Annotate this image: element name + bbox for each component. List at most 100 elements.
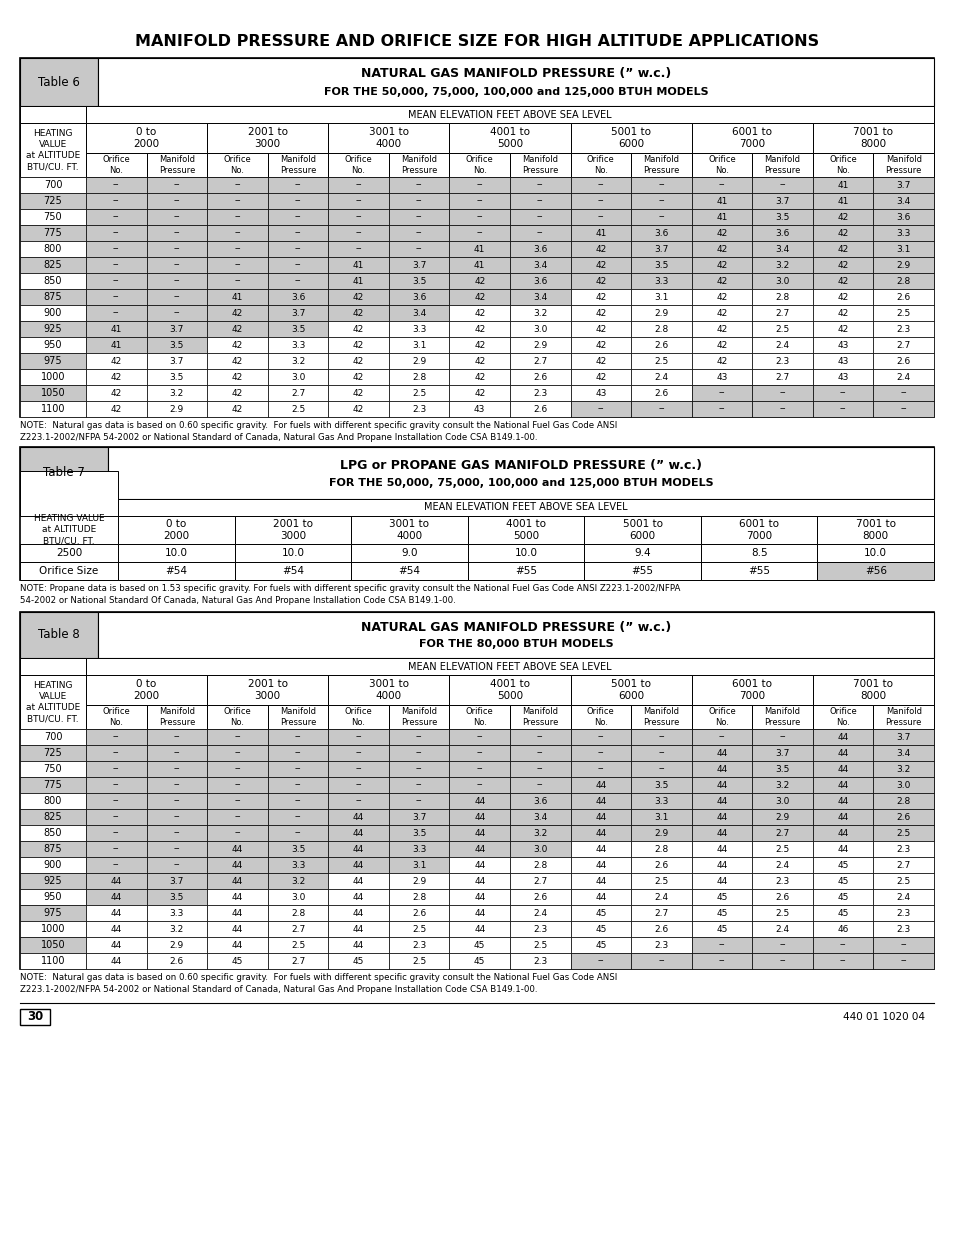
Bar [328, 401, 389, 418]
Text: 3.2: 3.2 [291, 876, 305, 886]
Bar [752, 273, 812, 289]
Bar [631, 401, 691, 418]
Bar [449, 123, 570, 152]
Bar [873, 401, 933, 418]
Text: --: -- [294, 764, 301, 773]
Text: NOTE: Propane data is based on 1.53 specific gravity. For fuels with different s: NOTE: Propane data is based on 1.53 spec… [20, 584, 679, 605]
Text: 42: 42 [837, 325, 848, 333]
Text: 2.4: 2.4 [654, 373, 668, 382]
Bar [449, 273, 510, 289]
Bar [268, 793, 328, 809]
Text: --: -- [355, 764, 361, 773]
Bar [328, 841, 389, 857]
Text: 42: 42 [595, 373, 606, 382]
Bar [268, 761, 328, 777]
Bar [147, 353, 207, 369]
Text: --: -- [173, 244, 180, 254]
Text: 2.7: 2.7 [896, 861, 910, 870]
Bar [207, 729, 268, 745]
Text: 925: 925 [44, 876, 62, 886]
Bar [873, 273, 933, 289]
Text: 3.6: 3.6 [291, 292, 305, 301]
Bar [691, 873, 752, 890]
Text: 2.6: 2.6 [654, 924, 668, 933]
Text: --: -- [173, 197, 180, 206]
Bar [328, 873, 389, 890]
Text: --: -- [112, 748, 119, 757]
Text: --: -- [294, 260, 301, 270]
Text: 3.4: 3.4 [533, 260, 547, 270]
Bar [631, 177, 691, 193]
Bar [510, 705, 570, 729]
Bar [873, 793, 933, 809]
Bar [98, 58, 933, 107]
Bar [583, 563, 700, 580]
Bar [328, 385, 389, 401]
Bar [389, 777, 449, 793]
Text: 1100: 1100 [41, 404, 65, 414]
Bar [98, 612, 933, 658]
Text: --: -- [112, 244, 119, 254]
Text: Manifold
Pressure: Manifold Pressure [400, 155, 436, 175]
Bar [86, 953, 147, 969]
Bar [207, 242, 268, 256]
Bar [631, 321, 691, 337]
Bar [86, 337, 147, 353]
Bar [147, 177, 207, 193]
Bar [389, 904, 449, 921]
Bar [20, 209, 86, 225]
Bar [873, 745, 933, 761]
Text: 0 to
2000: 0 to 2000 [133, 679, 159, 701]
Text: --: -- [537, 781, 543, 789]
Bar [328, 705, 389, 729]
Bar [570, 705, 631, 729]
Text: LPG or PROPANE GAS MANIFOLD PRESSURE (” w.c.): LPG or PROPANE GAS MANIFOLD PRESSURE (” … [339, 458, 701, 472]
Bar [691, 321, 752, 337]
Bar [207, 921, 268, 937]
Bar [86, 289, 147, 305]
Bar [20, 777, 86, 793]
Text: 2.5: 2.5 [291, 404, 305, 414]
Bar [118, 544, 234, 563]
Bar [328, 809, 389, 825]
Bar [873, 873, 933, 890]
Text: --: -- [416, 244, 422, 254]
Bar [873, 152, 933, 177]
Bar [86, 273, 147, 289]
Text: 41: 41 [716, 197, 727, 206]
Text: 45: 45 [837, 876, 848, 886]
Text: 44: 44 [716, 781, 727, 789]
Bar [268, 273, 328, 289]
Bar [268, 873, 328, 890]
Bar [147, 857, 207, 873]
Bar [86, 825, 147, 841]
Text: 42: 42 [595, 260, 606, 270]
Text: Manifold
Pressure: Manifold Pressure [642, 707, 679, 727]
Text: --: -- [233, 781, 240, 789]
Text: --: -- [779, 181, 785, 190]
Text: Orifice
No.: Orifice No. [102, 155, 130, 175]
Text: --: -- [416, 781, 422, 789]
Bar [328, 793, 389, 809]
Text: 44: 44 [353, 924, 364, 933]
Text: --: -- [173, 813, 180, 821]
Text: 2.4: 2.4 [775, 924, 789, 933]
Text: 3.0: 3.0 [775, 797, 789, 805]
Text: 45: 45 [232, 957, 243, 965]
Bar [631, 890, 691, 904]
Bar [20, 809, 86, 825]
Bar [449, 193, 510, 209]
Text: 41: 41 [111, 325, 122, 333]
Text: 42: 42 [837, 244, 848, 254]
Bar [570, 675, 691, 705]
Text: 750: 750 [44, 764, 62, 774]
Bar [268, 904, 328, 921]
Text: 44: 44 [353, 892, 364, 902]
Text: 850: 850 [44, 276, 62, 286]
Text: 2.6: 2.6 [533, 892, 547, 902]
Bar [86, 107, 933, 123]
Text: 3.7: 3.7 [170, 357, 184, 366]
Bar [812, 225, 873, 242]
Text: --: -- [416, 764, 422, 773]
Text: 44: 44 [474, 845, 485, 854]
